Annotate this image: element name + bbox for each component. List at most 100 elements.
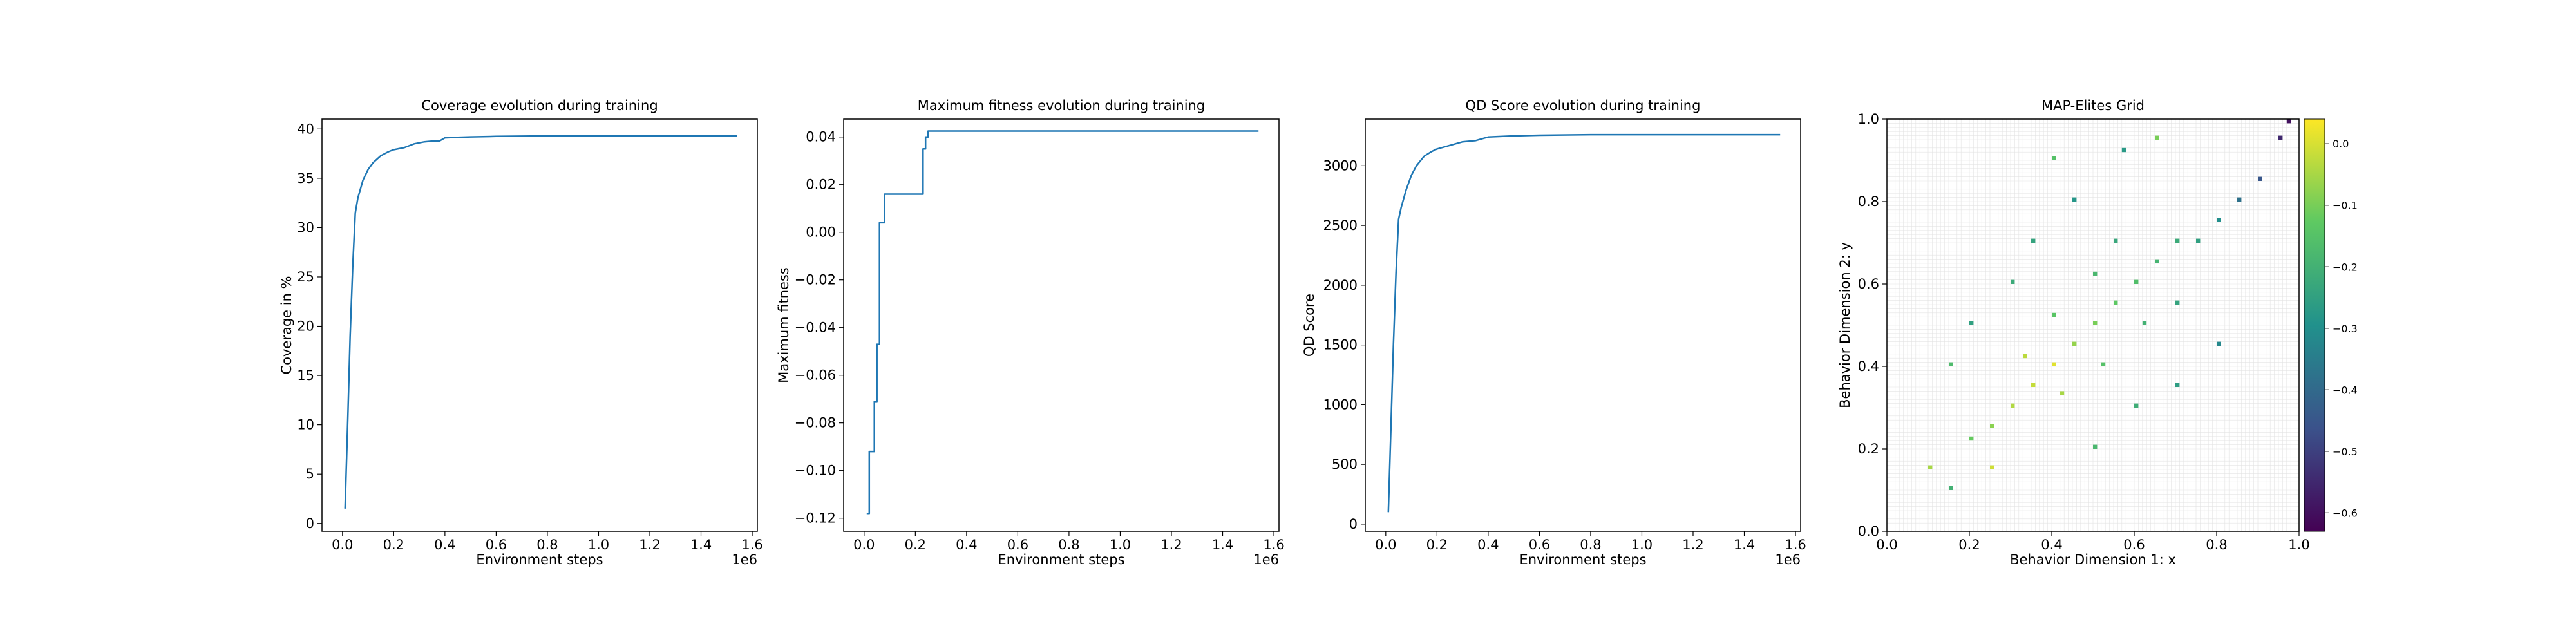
x-tick-label: 1.0 [2288, 537, 2309, 553]
y-axis-label: QD Score [1302, 294, 1317, 357]
y-tick-label: 0.02 [806, 177, 836, 193]
tick-layer: 0.0 0.2 0.4 0.6 0.8 1.0 1.2 1.4 1.6 0 500 1000 1500 2… [1323, 158, 1806, 553]
chart-title: Maximum fitness evolution during trainin… [918, 98, 1205, 113]
y-tick-label: 25 [297, 269, 314, 285]
x-tick-label: 0.2 [383, 537, 404, 553]
chart-title: Coverage evolution during training [421, 98, 658, 113]
heatmap-cell [2052, 156, 2056, 160]
heatmap-cell [2031, 383, 2036, 387]
x-offset-label: 1e6 [1775, 552, 1801, 567]
mark-layer [866, 130, 1259, 515]
y-tick-label: −0.10 [795, 463, 836, 478]
x-axis-label: Environment steps [1519, 552, 1646, 567]
heatmap-cell [2134, 403, 2139, 408]
x-tick-label: 0.4 [434, 537, 455, 553]
heatmap-cell [2217, 341, 2221, 346]
x-offset-label: 1e6 [732, 552, 757, 567]
x-tick-label: 1.4 [690, 537, 712, 553]
y-tick-label: 0.4 [1858, 359, 1879, 374]
heatmap-cell [2060, 391, 2065, 395]
x-tick-label: 1.4 [1212, 537, 1233, 553]
series-line [344, 135, 737, 509]
heatmap-cell [2142, 321, 2147, 325]
y-tick-label: 3000 [1323, 158, 1358, 173]
y-tick-label: 500 [1332, 457, 1358, 472]
y-tick-label: 10 [297, 417, 314, 433]
y-tick-label: 0.2 [1858, 441, 1879, 457]
colorbar-tick-label: −0.1 [2333, 200, 2358, 212]
qd-score-chart: QD Score evolution during training 0.0 0.… [1302, 98, 1806, 567]
plot-frame [321, 118, 758, 532]
x-tick-label: 0.4 [1477, 537, 1499, 553]
y-tick-label: −0.02 [795, 272, 836, 288]
y-tick-label: −0.12 [795, 511, 836, 526]
y-tick-label: 0 [306, 516, 314, 531]
heatmap-cell [1949, 362, 1953, 366]
x-tick-label: 0.0 [853, 537, 875, 553]
heatmap-cell [1990, 424, 1994, 428]
heatmap-cell [2093, 444, 2098, 449]
y-tick-label: 5 [306, 466, 314, 482]
mark-layer [1387, 133, 1781, 513]
x-tick-label: 0.6 [486, 537, 507, 553]
coverage-chart: Coverage evolution during training 0.0 0.… [279, 98, 763, 567]
plot-frame [1365, 118, 1801, 532]
x-tick-label: 0.6 [1529, 537, 1550, 553]
y-tick-label: 0.04 [806, 129, 836, 145]
x-tick-label: 0.2 [905, 537, 926, 553]
y-tick-label: 15 [297, 368, 314, 383]
x-tick-label: 0.4 [956, 537, 977, 553]
heatmap-cell [2093, 271, 2098, 276]
heatmap-cell [2258, 176, 2262, 181]
x-tick-label: 0.8 [536, 537, 558, 553]
plot-frame [843, 118, 1280, 532]
heatmap-cell [2196, 238, 2201, 243]
y-axis-label: Coverage in % [279, 276, 294, 374]
colorbar-tick-label: −0.6 [2333, 507, 2358, 519]
x-tick-label: 0.2 [1958, 537, 1980, 553]
heatmap-cell [2155, 135, 2159, 140]
heatmap-cell [2072, 197, 2077, 202]
colorbar-tick-label: −0.3 [2333, 323, 2358, 335]
y-tick-label: 2000 [1323, 278, 1358, 293]
heatmap-cell [2114, 300, 2118, 305]
heatmap-cell [2101, 362, 2106, 366]
tick-layer: 0.0 0.2 0.4 0.6 0.8 1.0 1.2 1.4 1.6 −0.12 −0.10 −0.… [795, 129, 1285, 553]
x-axis-label: Environment steps [998, 552, 1124, 567]
x-tick-label: 0.6 [2123, 537, 2145, 553]
y-tick-label: −0.08 [795, 415, 836, 431]
heatmap-cell [2175, 300, 2180, 305]
y-tick-label: −0.06 [795, 368, 836, 383]
x-tick-label: 1.6 [741, 537, 762, 553]
y-axis-label: Behavior Dimension 2: y [1837, 242, 1853, 408]
x-tick-label: 1.4 [1734, 537, 1755, 553]
heatmap-cell [2237, 197, 2242, 202]
x-tick-label: 0.2 [1426, 537, 1448, 553]
heatmap-cell [2175, 238, 2180, 243]
map-elites-heatmap: MAP-Elites Grid 0.0 0.2 0.4 0.6 0.8 1.0 0.0 0.2… [1837, 98, 2358, 567]
tick-layer: 0.0 0.2 0.4 0.6 0.8 1.0 0.0 0.2 0.4 0.6 0.8 1.0 [1858, 111, 2310, 553]
heatmap-cell [2175, 383, 2180, 387]
plot-frame [1886, 118, 2300, 532]
heatmap-cell [1949, 486, 1953, 490]
x-tick-label: 1.2 [639, 537, 660, 553]
heatmap-cell [2011, 403, 2015, 408]
chart-title: QD Score evolution during training [1466, 98, 1701, 113]
heatmap-cell [2023, 354, 2027, 359]
heatmap-cell [2155, 259, 2159, 263]
chart-title: MAP-Elites Grid [2041, 98, 2145, 113]
y-tick-label: 2500 [1323, 218, 1358, 233]
y-tick-label: 20 [297, 319, 314, 334]
heatmap-cell [2114, 238, 2118, 243]
x-tick-label: 1.6 [1785, 537, 1806, 553]
x-tick-label: 1.0 [1631, 537, 1653, 553]
heatmap-cell [2072, 341, 2077, 346]
heatmap-cell [2011, 279, 2015, 284]
heatmap-cell [1969, 321, 1974, 325]
x-tick-label: 0.8 [2206, 537, 2227, 553]
x-axis-label: Environment steps [476, 552, 603, 567]
heatmap-cell [2093, 321, 2098, 325]
heatmap-cell [2121, 147, 2126, 153]
heatmap-cell [2052, 362, 2056, 366]
